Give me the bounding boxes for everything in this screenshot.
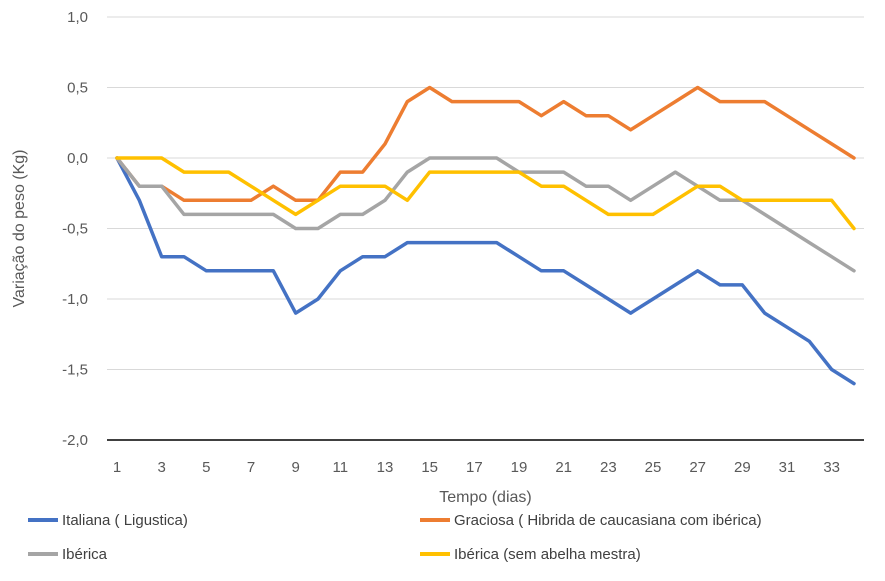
legend-label: Ibérica <box>62 546 108 563</box>
x-tick-label: 1 <box>113 459 121 476</box>
y-tick-label: -1,0 <box>62 291 88 308</box>
x-tick-label: 23 <box>600 459 617 476</box>
x-tick-label: 7 <box>247 459 255 476</box>
x-tick-label: 3 <box>157 459 165 476</box>
y-tick-labels: 1,0 0,5 0,0 -0,5 -1,0 -1,5 -2,0 <box>62 9 88 449</box>
x-tick-label: 15 <box>421 459 438 476</box>
y-tick-label: 0,0 <box>67 150 88 167</box>
series-lines <box>115 85 856 386</box>
x-tick-label: 17 <box>466 459 483 476</box>
x-tick-label: 11 <box>333 459 349 476</box>
series-line-2 <box>115 85 856 203</box>
x-tick-labels: 1 3 5 7 9 11 13 15 17 19 21 23 25 27 29 31 33 <box>113 459 840 476</box>
y-tick-label: -0,5 <box>62 221 88 238</box>
y-tick-label: -2,0 <box>62 432 88 449</box>
series-line-3 <box>115 156 856 273</box>
x-axis-title: Tempo (dias) <box>439 489 531 506</box>
x-tick-label: 29 <box>734 459 751 476</box>
x-tick-label: 21 <box>555 459 572 476</box>
x-tick-label: 9 <box>291 459 299 476</box>
x-tick-label: 19 <box>511 459 528 476</box>
y-tick-label: -1,5 <box>62 362 88 379</box>
x-tick-label: 27 <box>689 459 706 476</box>
y-axis-title: Variação do peso (Kg) <box>11 149 28 307</box>
legend: Italiana ( Ligustica) Graciosa ( Hibrida … <box>28 512 762 563</box>
legend-label: Graciosa ( Hibrida de caucasiana com ibé… <box>454 512 762 529</box>
x-tick-label: 5 <box>202 459 210 476</box>
series-line-4 <box>115 156 856 231</box>
x-tick-label: 31 <box>779 459 796 476</box>
x-tick-label: 13 <box>377 459 394 476</box>
y-tick-label: 1,0 <box>67 9 88 26</box>
series-line-1 <box>115 156 856 386</box>
x-tick-label: 25 <box>645 459 662 476</box>
y-tick-label: 0,5 <box>67 80 88 97</box>
x-tick-label: 33 <box>823 459 840 476</box>
legend-label: Italiana ( Ligustica) <box>62 512 188 529</box>
legend-label: Ibérica (sem abelha mestra) <box>454 546 641 563</box>
